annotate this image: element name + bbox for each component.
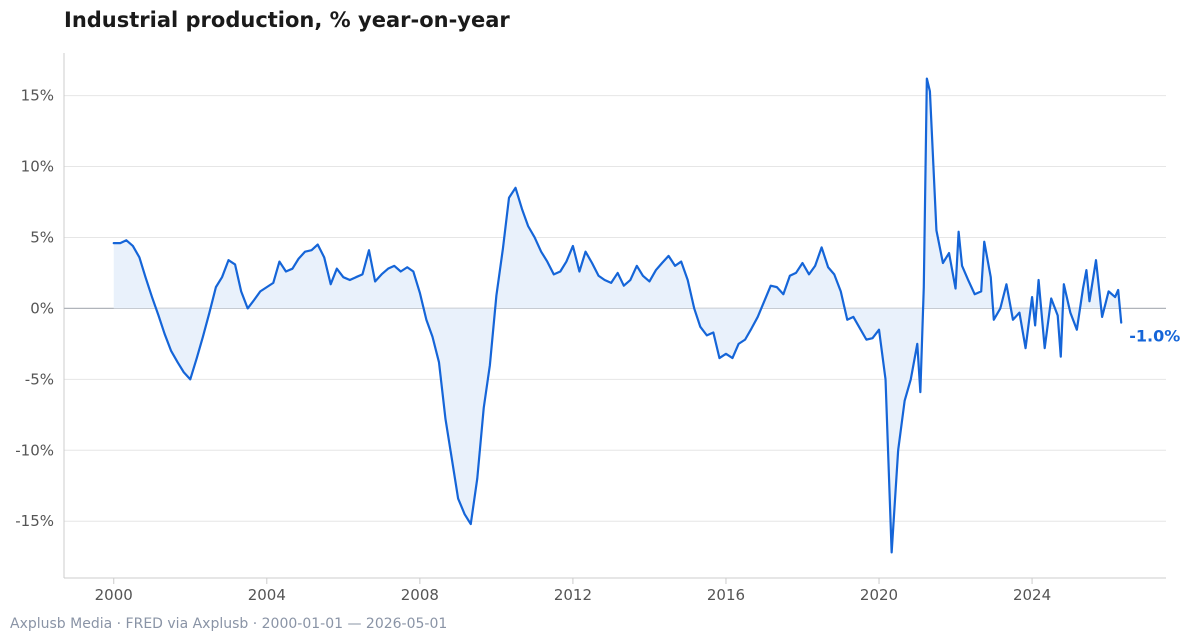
series-area-fill (113, 78, 1122, 553)
gridlines (64, 95, 1166, 522)
y-tick-label: -15% (15, 512, 54, 530)
x-tick-label: 2024 (1013, 586, 1051, 604)
y-tick-label: 0% (30, 299, 54, 317)
chart-title: Industrial production, % year-on-year (64, 8, 510, 32)
last-value-label: -1.0% (1129, 327, 1180, 346)
x-tick-labels: 2000 2004 2008 2012 2016 2020 2024 (95, 586, 1052, 604)
y-tick-label: -10% (15, 441, 54, 459)
x-tick-label: 2000 (95, 586, 133, 604)
x-tick-label: 2016 (707, 586, 745, 604)
x-tick-label: 2004 (248, 586, 286, 604)
x-tick-label: 2008 (401, 586, 439, 604)
y-tick-label: 10% (21, 158, 54, 176)
y-tick-label: -5% (25, 370, 54, 388)
x-tick-label: 2020 (860, 586, 898, 604)
y-tick-labels: -15% -10% -5% 0% 5% 10% 15% (15, 87, 54, 531)
annotations: -1.0% (1129, 327, 1180, 346)
x-tick-label: 2012 (554, 586, 592, 604)
axes (63, 53, 1166, 584)
y-tick-label: 5% (30, 228, 54, 246)
series-line-layer (112, 77, 1123, 554)
y-tick-label: 15% (21, 87, 54, 105)
source-caption: Axplusb Media · FRED via Axplusb · 2000-… (10, 616, 448, 632)
series-line (112, 77, 1123, 554)
area-fill-layer (113, 78, 1122, 553)
